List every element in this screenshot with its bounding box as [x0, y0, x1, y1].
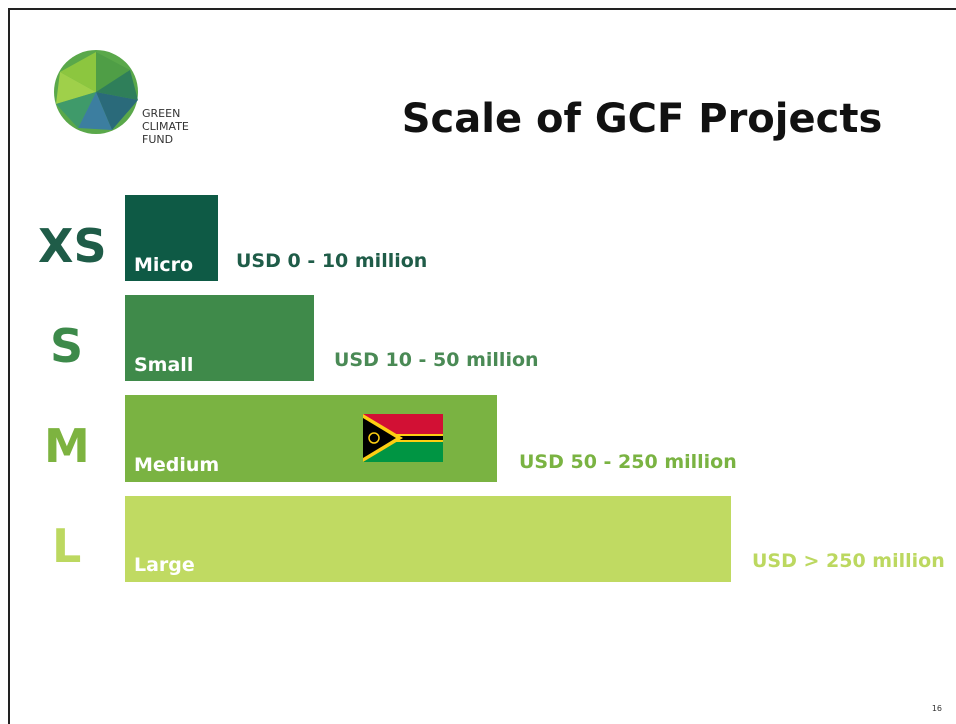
size-label: M	[44, 419, 90, 473]
range: USD > 250 million	[752, 550, 945, 572]
range: USD 50 - 250 million	[519, 451, 737, 473]
flag	[363, 414, 443, 462]
logo-facet	[56, 72, 96, 104]
logo-facet	[96, 70, 138, 100]
logo-facet	[56, 92, 96, 128]
logo-facet	[78, 92, 112, 130]
size-label: L	[52, 519, 81, 573]
bar-label: Medium	[134, 454, 219, 476]
range: USD 0 - 10 million	[236, 250, 427, 272]
size-bar	[125, 295, 314, 381]
logo-facet	[96, 92, 138, 130]
logo-text: CLIMATE	[142, 120, 189, 133]
logo: GREEN CLIMATE FUND	[54, 50, 189, 146]
page-number: 16	[932, 704, 942, 713]
size-bar	[125, 496, 731, 582]
title: Scale of GCF Projects	[402, 96, 883, 142]
logo-facet	[96, 52, 130, 92]
bar-label: Large	[134, 554, 195, 576]
flag-emblem	[368, 432, 380, 444]
bar-label: Micro	[134, 254, 193, 276]
range: USD 10 - 50 million	[334, 349, 539, 371]
logo-text: GREEN	[142, 107, 180, 120]
bar-label: Small	[134, 354, 193, 376]
logo-facet	[60, 52, 96, 92]
size-label: XS	[38, 219, 107, 273]
size-bar	[125, 195, 218, 281]
logo-text: FUND	[142, 133, 173, 146]
size-label: S	[50, 319, 83, 373]
